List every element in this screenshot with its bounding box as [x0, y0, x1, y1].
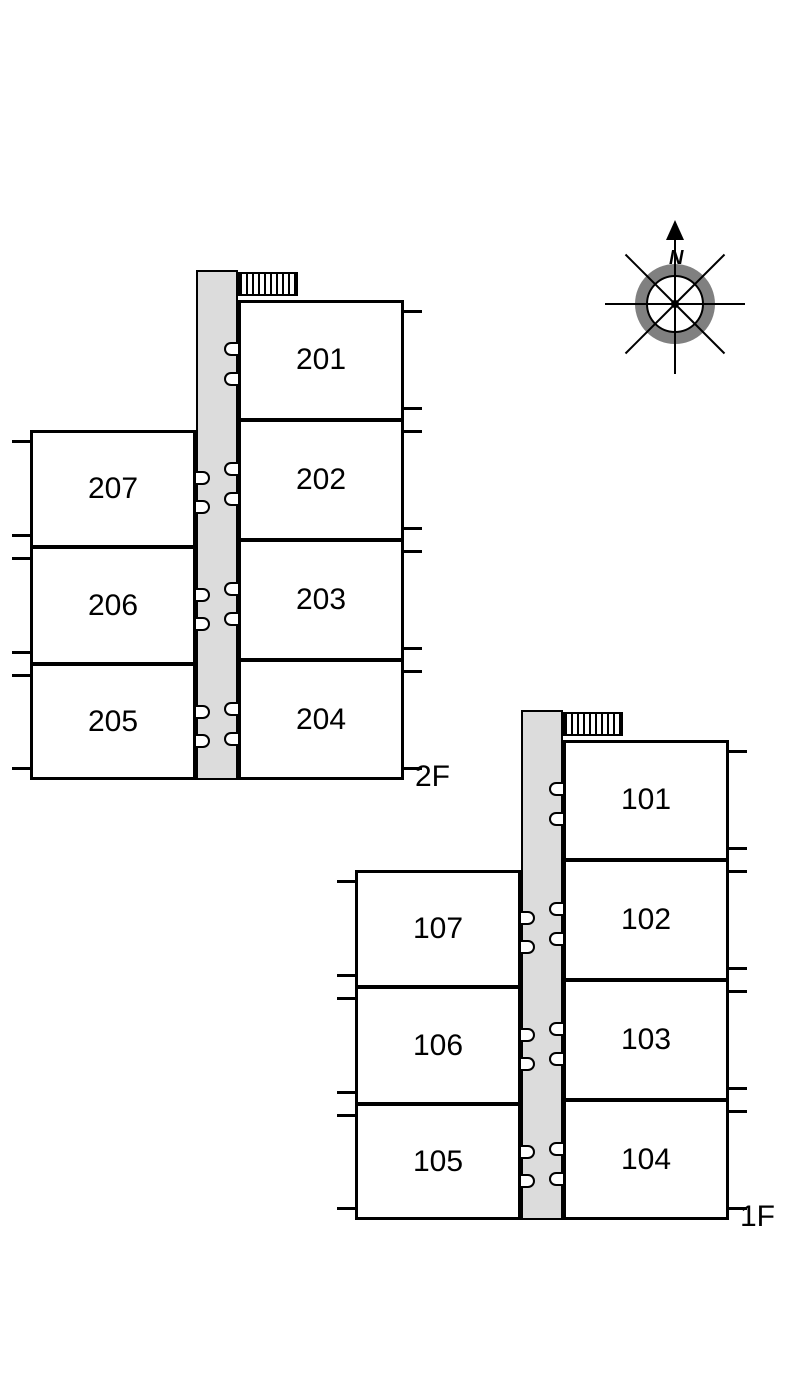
- door-101-a: [549, 782, 563, 796]
- floor-label-1F: 1F: [740, 1200, 775, 1234]
- door-102-a: [549, 902, 563, 916]
- balcony-107: [337, 880, 355, 977]
- unit-103: 103: [563, 980, 729, 1100]
- unit-202: 202: [238, 420, 404, 540]
- unit-label: 206: [88, 589, 138, 623]
- door-103-a: [549, 1022, 563, 1036]
- door-202-b: [224, 492, 238, 506]
- balcony-207: [12, 440, 30, 537]
- unit-label: 203: [296, 583, 346, 617]
- balcony-205: [12, 674, 30, 770]
- unit-label: 102: [621, 903, 671, 937]
- door-205-a: [196, 705, 210, 719]
- unit-106: 106: [355, 987, 521, 1104]
- unit-201: 201: [238, 300, 404, 420]
- balcony-204: [404, 670, 422, 770]
- balcony-203: [404, 550, 422, 650]
- unit-102: 102: [563, 860, 729, 980]
- balcony-105: [337, 1114, 355, 1210]
- svg-text:N: N: [669, 247, 684, 269]
- door-203-b: [224, 612, 238, 626]
- door-104-a: [549, 1142, 563, 1156]
- stairs-2F: [238, 272, 298, 296]
- balcony-201: [404, 310, 422, 410]
- door-104-b: [549, 1172, 563, 1186]
- unit-203: 203: [238, 540, 404, 660]
- door-105-a: [521, 1145, 535, 1159]
- balcony-103: [729, 990, 747, 1090]
- unit-label: 205: [88, 705, 138, 739]
- compass-icon: N: [590, 205, 760, 375]
- door-103-b: [549, 1052, 563, 1066]
- unit-101: 101: [563, 740, 729, 860]
- unit-205: 205: [30, 664, 196, 780]
- door-201-b: [224, 372, 238, 386]
- unit-207: 207: [30, 430, 196, 547]
- balcony-101: [729, 750, 747, 850]
- unit-105: 105: [355, 1104, 521, 1220]
- unit-label: 202: [296, 463, 346, 497]
- unit-label: 107: [413, 912, 463, 946]
- floorplan-canvas: N 201 202 203 204 207 206 205 2F 101 102 103 104 107 1…: [0, 0, 800, 1381]
- unit-label: 204: [296, 703, 346, 737]
- unit-label: 104: [621, 1143, 671, 1177]
- door-203-a: [224, 582, 238, 596]
- balcony-206: [12, 557, 30, 654]
- unit-label: 201: [296, 343, 346, 377]
- balcony-102: [729, 870, 747, 970]
- door-102-b: [549, 932, 563, 946]
- door-105-b: [521, 1174, 535, 1188]
- unit-label: 105: [413, 1145, 463, 1179]
- door-202-a: [224, 462, 238, 476]
- unit-206: 206: [30, 547, 196, 664]
- balcony-104: [729, 1110, 747, 1210]
- door-204-a: [224, 702, 238, 716]
- door-205-b: [196, 734, 210, 748]
- unit-label: 101: [621, 783, 671, 817]
- balcony-202: [404, 430, 422, 530]
- unit-104: 104: [563, 1100, 729, 1220]
- unit-label: 106: [413, 1029, 463, 1063]
- unit-107: 107: [355, 870, 521, 987]
- door-201-a: [224, 342, 238, 356]
- stairs-1F: [563, 712, 623, 736]
- door-107-a: [521, 911, 535, 925]
- unit-204: 204: [238, 660, 404, 780]
- door-204-b: [224, 732, 238, 746]
- balcony-106: [337, 997, 355, 1094]
- unit-label: 103: [621, 1023, 671, 1057]
- door-106-a: [521, 1028, 535, 1042]
- door-206-a: [196, 588, 210, 602]
- floor-label-2F: 2F: [415, 760, 450, 794]
- door-101-b: [549, 812, 563, 826]
- unit-label: 207: [88, 472, 138, 506]
- door-207-a: [196, 471, 210, 485]
